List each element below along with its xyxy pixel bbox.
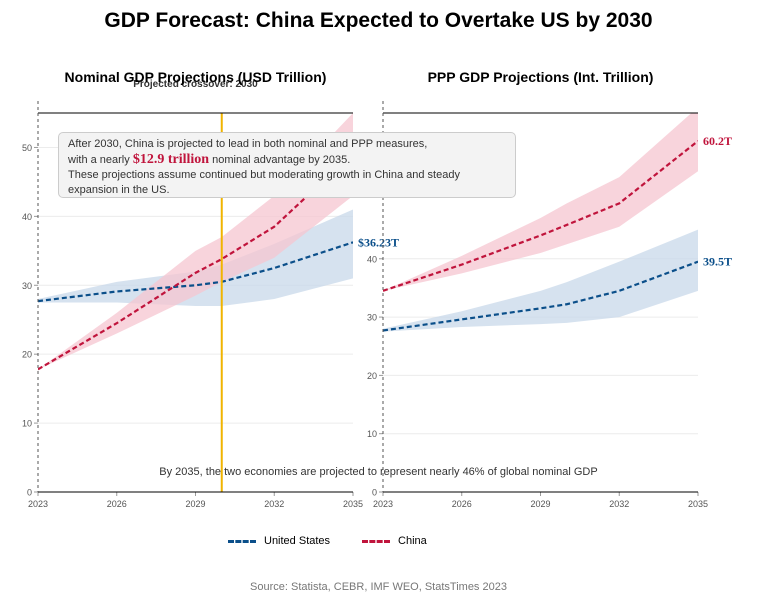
right-plot-area bbox=[383, 113, 698, 332]
annotation-line-1: After 2030, China is projected to lead i… bbox=[68, 138, 428, 150]
legend-item-us: United States bbox=[228, 535, 330, 547]
right-x-tick-label: 2032 bbox=[609, 499, 629, 509]
right-y-tick-label: 30 bbox=[367, 313, 377, 323]
left-end-label-us: $36.23T bbox=[358, 235, 399, 249]
right-y-tick-label: 10 bbox=[367, 429, 377, 439]
left-x-tick-label: 2023 bbox=[28, 499, 48, 509]
legend-label-us: United States bbox=[264, 535, 331, 547]
left-y-tick-label: 40 bbox=[22, 212, 32, 222]
annotation-line-2-start: with a nearly bbox=[68, 154, 133, 166]
right-x-tick-label: 2026 bbox=[452, 499, 472, 509]
crossover-label: Projected crossover: 2030 bbox=[133, 79, 258, 90]
annotation-line-2-end: nominal advantage by 2035. bbox=[209, 154, 351, 166]
annotation-highlight: $12.9 trillion bbox=[132, 152, 210, 167]
left-panel-title: Nominal GDP Projections (USD Trillion) bbox=[64, 69, 327, 85]
legend-item-china: China bbox=[362, 535, 427, 547]
left-plot-area bbox=[38, 113, 353, 371]
left-line-us bbox=[38, 241, 353, 303]
annotation-line-4: expansion in the US. bbox=[68, 184, 170, 196]
legend: United States China bbox=[228, 535, 427, 547]
left-band-us bbox=[38, 209, 353, 306]
left-y-tick-label: 0 bbox=[27, 488, 32, 498]
left-line-china bbox=[38, 152, 353, 371]
left-y-tick-label: 30 bbox=[22, 281, 32, 291]
left-band-china bbox=[38, 113, 353, 370]
right-end-label-china: 60.2T bbox=[703, 134, 732, 148]
annotation-line-2: with a nearly $12.9 trillion nominal adv… bbox=[68, 152, 509, 168]
source-note: Source: Statista, CEBR, IMF WEO, StatsTi… bbox=[250, 581, 507, 593]
legend-swatch-us bbox=[228, 539, 256, 543]
left-x-tick-label: 2029 bbox=[185, 499, 205, 509]
legend-label-china: China bbox=[398, 535, 427, 547]
right-band-china bbox=[383, 113, 698, 291]
left-x-tick-label: 2032 bbox=[264, 499, 284, 509]
right-line-china bbox=[383, 140, 698, 292]
left-y-tick-label: 50 bbox=[22, 143, 32, 153]
left-x-tick-label: 2035 bbox=[343, 499, 363, 509]
annotation-box: After 2030, China is projected to lead i… bbox=[58, 132, 516, 198]
right-end-label-us: 39.5T bbox=[703, 255, 732, 269]
chart-title: GDP Forecast: China Expected to Overtake… bbox=[104, 9, 653, 32]
bottom-note: By 2035, the two economies are projected… bbox=[159, 466, 598, 478]
annotation-line-3: These projections assume continued but m… bbox=[68, 169, 460, 181]
left-x-tick-label: 2026 bbox=[107, 499, 127, 509]
right-panel: 0 10 20 30 40 2023 2026 2029 2032 2035 39.5T 60.2T bbox=[367, 101, 732, 509]
right-y-tick-label: 0 bbox=[372, 488, 377, 498]
right-panel-title: PPP GDP Projections (Int. Trillion) bbox=[427, 69, 654, 85]
right-y-tick-label: 40 bbox=[367, 254, 377, 264]
left-y-tick-label: 10 bbox=[22, 419, 32, 429]
right-line-us bbox=[383, 260, 698, 332]
right-x-tick-label: 2029 bbox=[530, 499, 550, 509]
right-y-tick-label: 20 bbox=[367, 371, 377, 381]
legend-swatch-china bbox=[362, 539, 391, 543]
right-band-us bbox=[383, 229, 698, 332]
right-x-tick-label: 2035 bbox=[688, 499, 708, 509]
right-x-tick-label: 2023 bbox=[373, 499, 393, 509]
left-y-tick-label: 20 bbox=[22, 350, 32, 360]
